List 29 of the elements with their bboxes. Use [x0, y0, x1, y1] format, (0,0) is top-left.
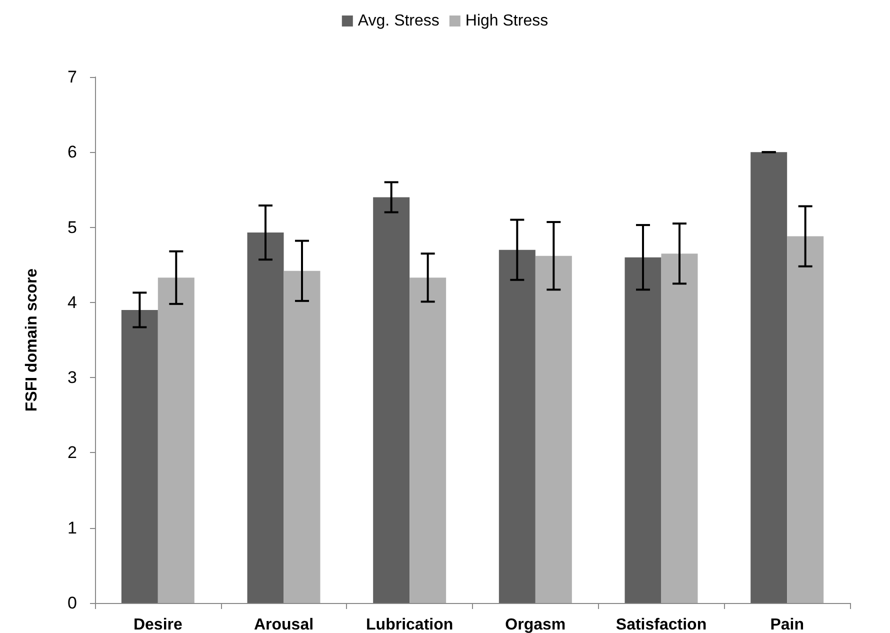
bar [787, 236, 824, 603]
bar [750, 152, 788, 603]
y-tick-label: 6 [68, 142, 77, 162]
bar [247, 232, 284, 603]
x-tick-label: Desire [133, 616, 182, 633]
x-tick-label: Satisfaction [616, 616, 707, 633]
bar [661, 254, 698, 603]
legend-label: High Stress [465, 12, 548, 30]
y-tick-label: 3 [68, 368, 77, 388]
y-axis-title: FSFI domain score [24, 268, 40, 412]
bar [410, 278, 446, 603]
bar [158, 278, 194, 603]
y-tick-label: 0 [68, 594, 77, 612]
bar [284, 270, 320, 603]
bar [624, 257, 662, 603]
bar [498, 250, 536, 603]
legend-label: Avg. Stress [358, 12, 440, 30]
bar [535, 256, 572, 603]
y-tick-label: 1 [68, 518, 77, 538]
x-tick-label: Orgasm [505, 616, 566, 633]
y-tick-label: 7 [68, 68, 77, 86]
bar [373, 197, 410, 603]
y-tick-label: 2 [68, 443, 77, 462]
x-tick-label: Lubrication [366, 616, 454, 633]
x-tick-label: Arousal [254, 616, 314, 633]
x-tick-label: Pain [770, 616, 804, 633]
y-tick-label: 5 [68, 218, 77, 237]
y-tick-label: 4 [68, 292, 77, 312]
bar [121, 310, 158, 603]
